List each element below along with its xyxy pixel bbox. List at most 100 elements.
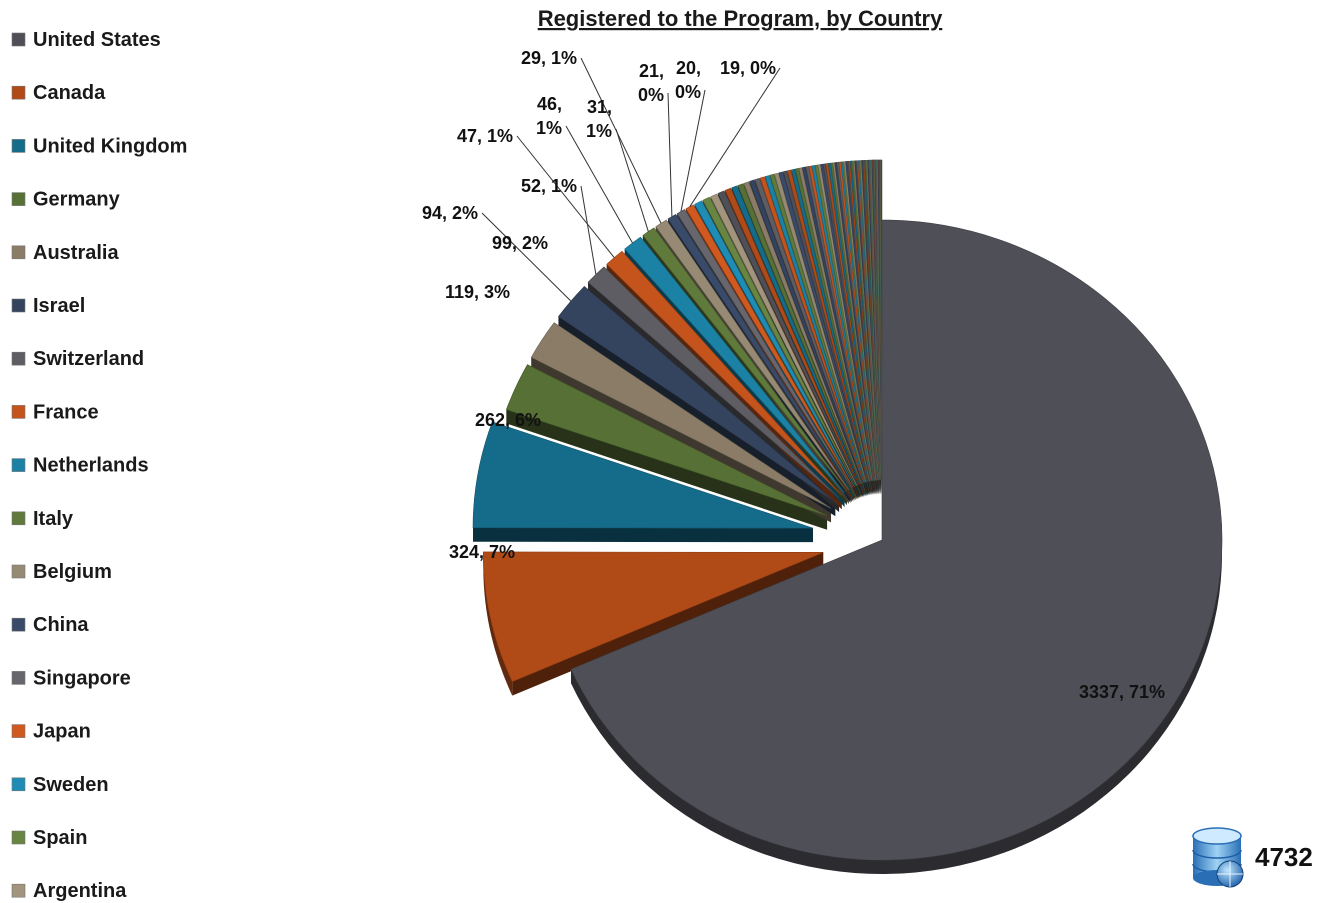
legend-swatch [11, 830, 26, 845]
data-label: 21, [639, 61, 664, 81]
pie-slice-italy [642, 227, 848, 492]
chart-title: Registered to the Program, by Country [538, 6, 943, 31]
legend-label: United Kingdom [33, 135, 187, 157]
pie-slice-spain [702, 196, 856, 487]
pie-slice-other [817, 164, 873, 481]
legend-label: Netherlands [33, 455, 149, 477]
leader-line [565, 125, 633, 244]
legend-label: United States [33, 29, 161, 51]
legend-swatch [11, 32, 26, 47]
legend-label: Italy [33, 508, 74, 530]
legend-swatch [11, 671, 26, 685]
data-label: 262, 6% [475, 410, 541, 430]
legend-swatch [11, 883, 26, 898]
data-label: 31, [587, 97, 612, 117]
pie-slice-other [814, 164, 873, 481]
legend-swatch [11, 617, 26, 632]
leader-line [481, 212, 572, 302]
pie-slice-other [764, 175, 866, 483]
pie-slice-other [802, 166, 871, 482]
leader-line [516, 135, 615, 258]
pie-slice-germany [506, 364, 828, 517]
pie-slice-other [769, 173, 866, 483]
leader-line [615, 128, 649, 232]
data-label: 29, 1% [521, 48, 577, 68]
pie-slice-other [798, 167, 871, 482]
pie-slice-face [512, 552, 824, 696]
data-label: 19, 0% [720, 58, 776, 78]
pie-slice-other [808, 165, 872, 482]
data-label: 20, [676, 58, 701, 78]
pie-slices [472, 159, 1223, 861]
pie-slice-united-kingdom [472, 421, 814, 529]
legend-label: Spain [33, 827, 87, 849]
legend-label: Switzerland [33, 348, 144, 370]
pie-slice-other [759, 176, 865, 483]
legend-swatch [11, 192, 26, 206]
legend-swatch [11, 245, 26, 260]
total-count: 4732 [1255, 842, 1313, 872]
pie-slice-other [830, 162, 875, 481]
data-label: 47, 1% [457, 126, 513, 146]
legend-label: Australia [33, 242, 119, 264]
pie-slice-canada [482, 551, 824, 683]
pie-slice-other [778, 171, 868, 483]
pie-slice-other [827, 162, 875, 481]
leader-line [680, 89, 706, 212]
legend-label: China [33, 614, 89, 636]
leader-line [667, 92, 673, 217]
data-label: 46, [537, 94, 562, 114]
pie-slice-other [717, 190, 859, 486]
leader-line [580, 185, 597, 275]
pie-slice-other [754, 177, 864, 484]
legend-swatch [11, 351, 26, 366]
pie-slice-other [820, 163, 874, 481]
pie-slice-united-states [570, 219, 1223, 861]
pie-slice-other [731, 185, 861, 485]
data-label: 3337, 71% [1079, 682, 1165, 702]
pie-slice-other [822, 163, 874, 481]
legend-label: Canada [33, 82, 106, 104]
pie-slice-other [724, 187, 860, 485]
pie-slice-sweden [694, 200, 855, 487]
pie-slice-face [506, 409, 828, 530]
pie-slice-other [834, 162, 876, 481]
legend-swatch [11, 564, 26, 579]
pie-slice-other [791, 168, 869, 482]
pie-slice-china [667, 213, 851, 490]
pie-slice-other [795, 168, 870, 482]
pie-slice-other [811, 165, 872, 481]
leader-lines [481, 57, 781, 302]
legend-swatch [11, 724, 26, 738]
pie-slice-france [606, 250, 843, 496]
pie-slice-belgium [655, 219, 850, 491]
legend-label: Argentina [33, 880, 127, 902]
data-label: 324, 7% [449, 542, 515, 562]
pie-slice-other [836, 161, 876, 481]
pie-slice-other [825, 163, 875, 481]
data-label: 119, 3% [445, 282, 510, 302]
legend-label: Sweden [33, 774, 109, 796]
pie-slice-australia [530, 322, 832, 509]
data-label: 0% [638, 85, 664, 105]
legend-swatch [11, 777, 26, 792]
data-labels: 3337, 71% 324, 7% 262, 6% 119, 3% 99, 2% 94, … [422, 48, 1165, 702]
legend-swatch [11, 405, 26, 419]
pie-slice-other [737, 183, 862, 484]
pie-slice-switzerland [587, 266, 840, 499]
legend-label: France [33, 401, 99, 423]
pie-slice-other [743, 181, 862, 484]
legend-label: Singapore [33, 667, 131, 689]
pie-slice-other [783, 170, 868, 482]
legend: United States Canada United Kingdom Germany… [11, 29, 187, 902]
legend-swatch [11, 85, 26, 100]
pie-slice-side [483, 551, 513, 696]
database-icon [1192, 827, 1244, 888]
legend-swatch [11, 139, 26, 153]
leader-line [580, 57, 662, 224]
legend-label: Japan [33, 721, 91, 743]
pie-slice-face [473, 527, 814, 543]
legend-swatch [11, 458, 26, 472]
pie-slice-other [774, 172, 867, 483]
